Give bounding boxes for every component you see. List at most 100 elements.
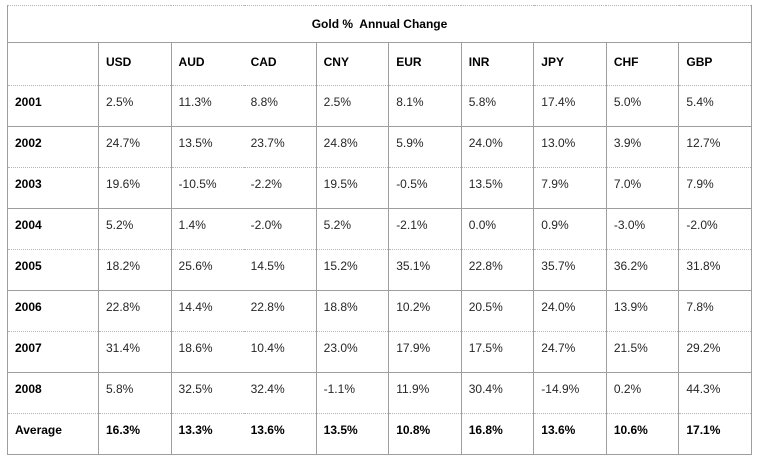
table-row: 2008 5.8% 32.5% 32.4% -1.1% 11.9% 30.4% -14.9% 0… [7, 372, 752, 414]
table-cell: 10.6% [606, 413, 680, 455]
table-cell: 13.3% [178, 423, 213, 437]
gold-annual-change-table: Gold % Annual Change USD AUD CAD CNY EUR INR J… [7, 5, 752, 455]
table-cell: 19.5% [316, 167, 390, 209]
table-cell: 21.5% [606, 331, 680, 373]
table-cell: 22.8% [98, 290, 172, 332]
column-header-jpy: JPY [533, 42, 607, 86]
table-row: 2002 24.7% 13.5% 23.7% 24.8% 5.9% 24.0% 13.0% 3.… [7, 126, 752, 168]
column-header-chf: CHF [606, 42, 680, 86]
table-cell: 2.5% [316, 85, 390, 127]
row-label-2008: 2008 [7, 372, 99, 414]
table-cell: 5.8% [461, 85, 535, 127]
row-label-2003: 2003 [7, 167, 99, 209]
table-cell: 31.8% [678, 249, 752, 291]
table-cell: 22.8% [243, 290, 317, 332]
table-row: 2005 18.2% 25.6% 14.5% 15.2% 35.1% 22.8% 35.7% 3… [7, 249, 752, 291]
table-cell: 35.1% [388, 249, 462, 291]
table-cell: 17.1% [686, 423, 721, 437]
corner-cell [7, 42, 99, 86]
table-cell: 18.6% [171, 331, 244, 373]
table-cell: 13.5% [316, 413, 390, 455]
table-cell: 13.0% [533, 126, 607, 168]
table-cell: 5.0% [606, 85, 680, 127]
table-cell: -2.2% [243, 167, 317, 209]
table-cell: -2.1% [388, 208, 462, 250]
row-label-2005: 2005 [7, 249, 99, 291]
table-cell: 36.2% [606, 249, 680, 291]
table-cell: -10.5% [171, 167, 244, 209]
table-cell: 8.8% [243, 85, 317, 127]
table-cell: -14.9% [533, 372, 607, 414]
table-cell: 0.2% [606, 372, 680, 414]
table-cell: 35.7% [533, 249, 607, 291]
table-cell: 5.2% [98, 208, 172, 250]
table-row: 2001 2.5% 11.3% 8.8% 2.5% 8.1% 5.8% 17.4% 5.0% 5.… [7, 85, 752, 127]
table-cell: 32.4% [243, 372, 317, 414]
table-cell: 23.7% [243, 126, 317, 168]
table-cell: 2.5% [98, 85, 172, 127]
table-cell: 5.8% [98, 372, 172, 414]
table-cell: 13.5% [171, 126, 244, 168]
table-cell: 17.9% [388, 331, 462, 373]
table-cell: -3.0% [606, 208, 680, 250]
table-cell: 22.8% [461, 249, 535, 291]
table-cell: -0.5% [388, 167, 462, 209]
table-cell: 17.5% [461, 331, 535, 373]
table-row: 2007 31.4% 18.6% 10.4% 23.0% 17.9% 17.5% 24.7% 2… [7, 331, 752, 373]
table-cell: 11.3% [171, 85, 244, 127]
table-cell: 14.5% [243, 249, 317, 291]
table-cell: 24.0% [533, 290, 607, 332]
row-label-2001: 2001 [7, 85, 99, 127]
table-cell: 7.9% [533, 167, 607, 209]
column-header-cny: CNY [316, 42, 390, 86]
row-label-average: Average [7, 413, 99, 455]
table-cell: -1.1% [316, 372, 390, 414]
table-cell: 10.2% [388, 290, 462, 332]
table-cell: 13.6% [533, 413, 607, 455]
table-cell: 11.9% [388, 372, 462, 414]
table-cell: 19.6% [98, 167, 172, 209]
table-cell: 24.8% [316, 126, 390, 168]
table-cell: 18.8% [316, 290, 390, 332]
table-cell: 23.0% [316, 331, 390, 373]
table-cell: 17.4% [533, 85, 607, 127]
header-row: USD AUD CAD CNY EUR INR JPY CHF GBP [7, 42, 752, 86]
table-cell: 18.2% [98, 249, 172, 291]
table-cell: 10.4% [243, 331, 317, 373]
table-cell: 13.6% [243, 413, 317, 455]
table-cell: 0.0% [461, 208, 535, 250]
row-label-2002: 2002 [7, 126, 99, 168]
column-header-gbp: GBP [678, 42, 752, 86]
column-header-usd: USD [98, 42, 172, 86]
table-cell: 16.3% [98, 413, 172, 455]
table-body: 2001 2.5% 11.3% 8.8% 2.5% 8.1% 5.8% 17.4% 5.0% 5.… [7, 85, 752, 455]
table-cell: 24.7% [98, 126, 172, 168]
table-cell: 25.6% [171, 249, 244, 291]
table-cell: 0.9% [533, 208, 607, 250]
table-cell: 8.1% [388, 85, 462, 127]
table-title: Gold % Annual Change [7, 5, 752, 43]
column-header-cad: CAD [243, 42, 317, 86]
table-cell: 20.5% [461, 290, 535, 332]
table-cell: 7.9% [678, 167, 752, 209]
table-cell: 5.2% [316, 208, 390, 250]
table-cell: 13.9% [606, 290, 680, 332]
row-label-2006: 2006 [7, 290, 99, 332]
table-cell: 13.5% [461, 167, 535, 209]
table-row: Average 16.3% 13.3% 13.6% 13.5% 10.8% 16.8% 13.… [7, 413, 752, 455]
table-cell: 16.8% [461, 413, 535, 455]
table-cell: 32.5% [171, 372, 244, 414]
title-row: Gold % Annual Change [7, 5, 752, 43]
table-row: 2004 5.2% 1.4% -2.0% 5.2% -2.1% 0.0% 0.9% -3.0% -… [7, 208, 752, 250]
table-cell: 5.9% [388, 126, 462, 168]
table-cell: 10.8% [388, 413, 462, 455]
table-cell: -2.0% [678, 208, 752, 250]
table-cell: 7.0% [606, 167, 680, 209]
column-header-inr: INR [461, 42, 535, 86]
table-row: 2006 22.8% 14.4% 22.8% 18.8% 10.2% 20.5% 24.0% 1… [7, 290, 752, 332]
table-cell: 30.4% [461, 372, 535, 414]
table-cell: 14.4% [171, 290, 244, 332]
table-cell: 3.9% [606, 126, 680, 168]
table-cell: 31.4% [98, 331, 172, 373]
data-table: Gold % Annual Change USD AUD CAD CNY EUR INR J… [7, 5, 752, 455]
